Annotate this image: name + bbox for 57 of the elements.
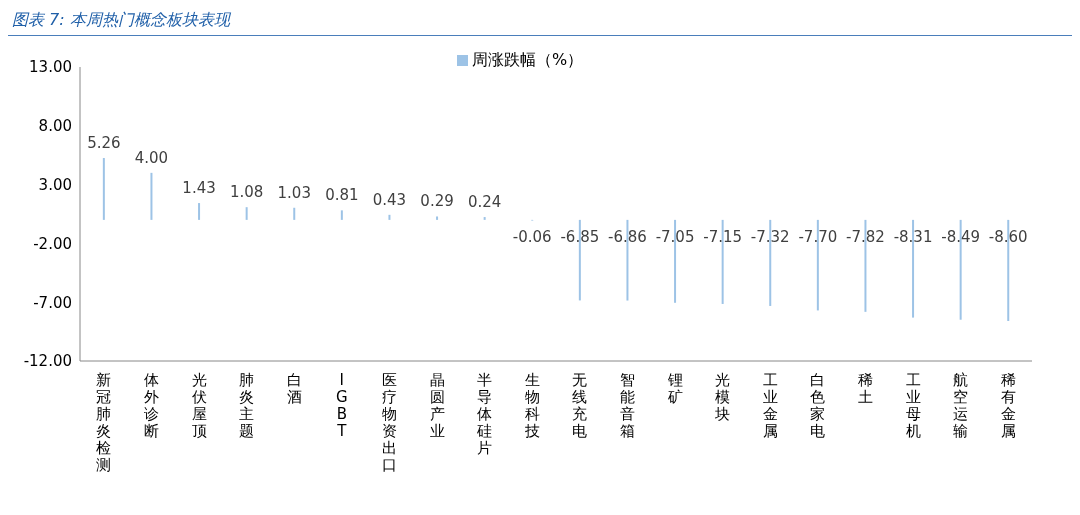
- data-label: 0.24: [467, 193, 502, 212]
- data-label: -8.49: [941, 227, 981, 246]
- x-tick-label: 光伏屋顶: [191, 371, 207, 440]
- data-label: -8.60: [988, 227, 1028, 246]
- data-label: 1.08: [229, 183, 264, 202]
- data-label: 1.03: [277, 183, 311, 202]
- data-label: -7.70: [798, 227, 838, 246]
- data-label: 5.26: [87, 134, 121, 153]
- data-label: -0.06: [512, 227, 552, 246]
- data-label: -7.82: [846, 227, 885, 246]
- x-tick-label: 新冠肺炎检测: [96, 371, 112, 474]
- data-label: -7.05: [655, 227, 695, 246]
- y-tick-label: -12.00: [23, 352, 72, 371]
- x-tick-label: 稀有金属: [1000, 371, 1016, 440]
- data-label: -7.15: [703, 227, 743, 246]
- y-tick-label: 3.00: [38, 175, 72, 194]
- data-label: 1.43: [182, 179, 216, 198]
- bar: [483, 217, 486, 220]
- bar: [102, 158, 105, 220]
- bar: [198, 203, 201, 220]
- data-label: 4.00: [134, 148, 169, 167]
- legend-label: 周涨跌幅（%）: [471, 50, 584, 69]
- x-tick-label: 航空运输: [953, 371, 969, 440]
- chart-title: 图表 7: 本周热门概念板块表现: [8, 8, 1072, 36]
- x-tick-label: 光模块: [714, 371, 731, 423]
- bar: [293, 207, 296, 220]
- bar: [245, 207, 248, 220]
- y-tick-label: -7.00: [33, 293, 72, 312]
- x-tick-label: IGBT: [335, 371, 348, 440]
- x-tick-label: 白酒: [286, 371, 302, 406]
- y-tick-label: 8.00: [38, 117, 72, 136]
- x-tick-label: 锂矿: [666, 371, 683, 406]
- x-tick-label: 工业母机: [905, 371, 921, 440]
- data-label: 0.43: [372, 190, 407, 209]
- x-tick-label: 生物科技: [523, 371, 540, 440]
- data-label: 0.29: [420, 192, 454, 211]
- bar: [150, 172, 153, 220]
- x-tick-label: 智能音箱: [619, 371, 635, 440]
- data-label: -8.31: [893, 227, 933, 246]
- x-tick-label: 体外诊断: [143, 371, 159, 440]
- x-tick-label: 半导体硅片: [476, 371, 493, 457]
- data-label: 0.81: [325, 186, 359, 205]
- x-tick-label: 肺炎主题: [239, 371, 255, 440]
- bar: [388, 214, 391, 220]
- x-tick-label: 白色家电: [810, 371, 826, 440]
- y-tick-label: -2.00: [33, 234, 72, 253]
- y-tick-label: 13.00: [29, 58, 72, 77]
- data-label: -6.85: [560, 227, 600, 246]
- x-tick-label: 工业金属: [762, 371, 778, 440]
- x-tick-label: 无线充电: [572, 371, 588, 440]
- bar: [340, 210, 343, 220]
- data-label: -6.86: [608, 227, 647, 246]
- x-tick-label: 稀土: [857, 371, 873, 406]
- data-label: -7.32: [750, 227, 790, 246]
- bar: [436, 216, 439, 220]
- x-tick-label: 晶圆产业: [429, 371, 445, 440]
- x-tick-label: 医疗物资出口: [381, 371, 397, 474]
